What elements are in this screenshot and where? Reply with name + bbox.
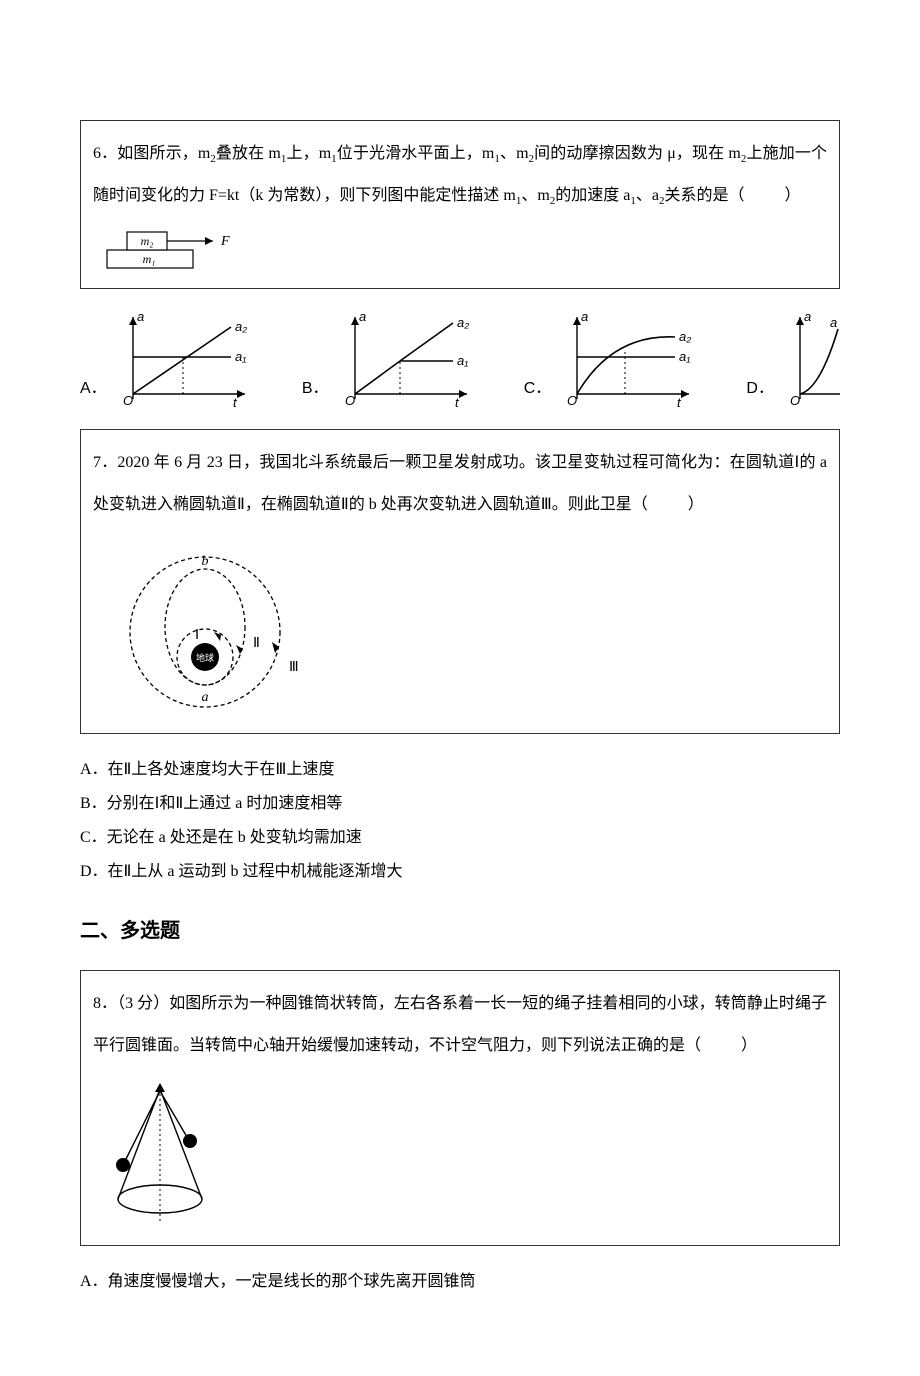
svg-text:Ⅰ: Ⅰ xyxy=(195,628,199,643)
q8-answers: A．角速度慢慢增大，一定是线长的那个球先离开圆锥筒 xyxy=(80,1266,840,1298)
question-8-text: 8．（3 分）如图所示为一种圆锥筒状转筒，左右各系着一长一短的绳子挂着相同的小球… xyxy=(93,983,827,1066)
svg-text:a: a xyxy=(202,690,209,705)
q6-choice-D: D． O a a xyxy=(746,309,840,409)
svg-text:a: a xyxy=(830,315,837,330)
m1-label: m₁ xyxy=(143,252,156,266)
svg-text:a₂: a₂ xyxy=(457,315,469,330)
q6-graph-A: O t a a₂ a₁ xyxy=(113,309,253,409)
q6-choice-C: C． O t a a₂ a₁ xyxy=(524,309,698,409)
question-6-text: 6．如图所示，m2叠放在 m1上，m1位于光滑水平面上，m1、m2间的动摩擦因数… xyxy=(93,133,827,216)
answer-B: B．分别在Ⅰ和Ⅱ上通过 a 时加速度相等 xyxy=(80,788,840,820)
m2-label: m₂ xyxy=(141,234,154,248)
svg-text:a₂: a₂ xyxy=(235,319,247,334)
choice-label: B． xyxy=(302,369,329,409)
svg-text:b: b xyxy=(202,554,209,569)
q-number: 8 xyxy=(93,995,101,1012)
q-number: 6 xyxy=(93,145,101,162)
q-number: 7 xyxy=(93,454,101,471)
section-2-heading: 二、多选题 xyxy=(80,906,840,956)
answer-C: C．无论在 a 处还是在 b 处变轨均需加速 xyxy=(80,822,840,854)
q6-choices-row: A． O t a a₂ a₁ B． xyxy=(80,309,840,409)
svg-text:a₁: a₁ xyxy=(235,349,246,364)
svg-text:O: O xyxy=(567,393,577,408)
svg-text:a: a xyxy=(581,309,588,324)
svg-text:O: O xyxy=(790,393,800,408)
question-7-text: 7．2020 年 6 月 23 日，我国北斗系统最后一颗卫星发射成功。该卫星变轨… xyxy=(93,442,827,525)
svg-text:O: O xyxy=(345,393,355,408)
choice-label: D． xyxy=(746,369,774,409)
q6-choice-B: B． O t a a₂ a₁ xyxy=(302,309,475,409)
answer-A: A．角速度慢慢增大，一定是线长的那个球先离开圆锥筒 xyxy=(80,1266,840,1298)
svg-text:a: a xyxy=(359,309,366,324)
F-label: F xyxy=(220,234,230,249)
svg-text:Ⅲ: Ⅲ xyxy=(289,660,299,675)
svg-text:a₁: a₁ xyxy=(457,353,468,368)
q6-graph-B: O t a a₂ a₁ xyxy=(335,309,475,409)
svg-text:a₂: a₂ xyxy=(679,329,691,344)
answer-A: A．在Ⅱ上各处速度均大于在Ⅲ上速度 xyxy=(80,754,840,786)
svg-text:地球: 地球 xyxy=(196,652,214,663)
q6-block-diagram: m₂ m₁ F xyxy=(105,228,827,272)
choice-label: A． xyxy=(80,369,107,409)
svg-text:a₁: a₁ xyxy=(679,349,690,364)
q6-choice-A: A． O t a a₂ a₁ xyxy=(80,309,253,409)
svg-text:a: a xyxy=(804,309,811,324)
choice-label: C． xyxy=(524,369,552,409)
answer-D: D．在Ⅱ上从 a 运动到 b 过程中机械能逐渐增大 xyxy=(80,856,840,888)
svg-text:O: O xyxy=(123,393,133,408)
q8-cone-diagram xyxy=(105,1079,827,1229)
q6-graph-C: O t a a₂ a₁ xyxy=(557,309,697,409)
question-7-box: 7．2020 年 6 月 23 日，我国北斗系统最后一颗卫星发射成功。该卫星变轨… xyxy=(80,429,840,734)
svg-text:a: a xyxy=(137,309,144,324)
svg-text:Ⅱ: Ⅱ xyxy=(253,636,260,651)
question-6-box: 6．如图所示，m2叠放在 m1上，m1位于光滑水平面上，m1、m2间的动摩擦因数… xyxy=(80,120,840,289)
question-8-box: 8．（3 分）如图所示为一种圆锥筒状转筒，左右各系着一长一短的绳子挂着相同的小球… xyxy=(80,970,840,1245)
q6-graph-D: O a a xyxy=(780,309,840,409)
q7-answers: A．在Ⅱ上各处速度均大于在Ⅲ上速度 B．分别在Ⅰ和Ⅱ上通过 a 时加速度相等 C… xyxy=(80,754,840,888)
q7-orbit-diagram: 地球 b a Ⅰ Ⅱ Ⅲ xyxy=(105,537,827,717)
